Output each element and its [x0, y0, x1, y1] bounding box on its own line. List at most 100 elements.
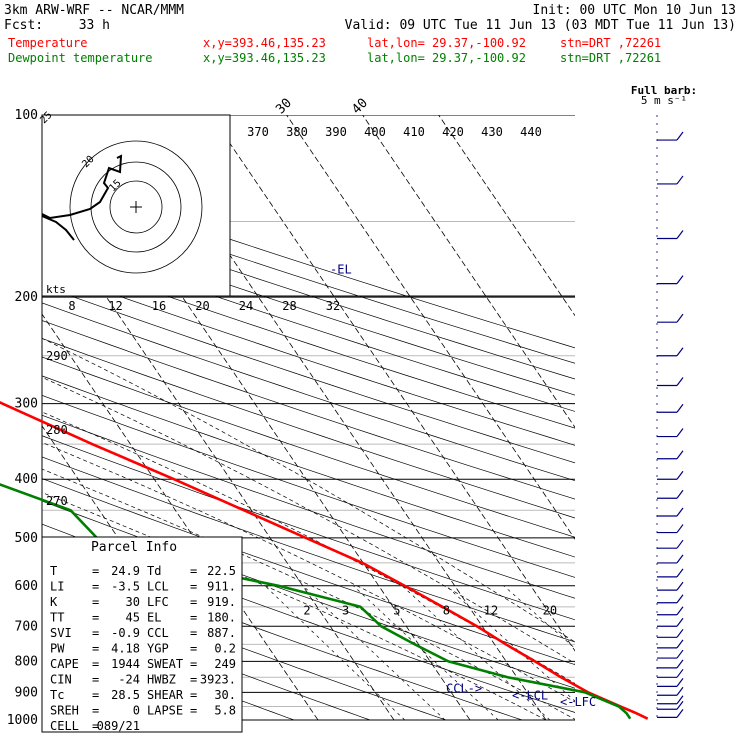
parcel-equals: = — [190, 626, 197, 640]
moist-adiabat-line — [42, 468, 575, 720]
moist-adiabat-line — [42, 492, 547, 720]
init-time: Init: 00 UTC Mon 10 Jun 13 — [533, 3, 737, 18]
wind-barb-flag — [676, 450, 684, 460]
wind-barb-flag — [676, 617, 684, 627]
dry-adiabat-line — [42, 205, 575, 380]
hodograph-trace — [41, 154, 123, 220]
pressure-tick-label: 400 — [15, 472, 38, 487]
parcel-equals: = — [190, 657, 197, 671]
dry-adiabat-line — [42, 236, 575, 412]
parcel-value: 4.18 — [111, 642, 140, 656]
parcel-value: 919. — [207, 595, 236, 609]
wind-barb-flag — [676, 678, 684, 687]
parcel-equals: = — [92, 704, 99, 718]
dry-adiabat-line — [42, 320, 575, 500]
wind-barb-flag — [676, 628, 684, 638]
dewpoint-legend-label: Dewpoint temperature — [8, 51, 153, 65]
parcel-equals: = — [92, 580, 99, 594]
theta-tick-label: 390 — [325, 125, 347, 139]
parcel-equals: = — [92, 626, 99, 640]
theta-tick-label: 430 — [481, 125, 503, 139]
parcel-label: Td — [147, 564, 161, 578]
wind-barb-flag — [676, 377, 684, 386]
wind-barb-flag — [676, 131, 684, 141]
pressure-tick-label: 100 — [15, 108, 38, 123]
mixing-ratio-line — [503, 585, 575, 649]
wind-barb-flag — [676, 230, 684, 239]
el-marker: -EL — [330, 262, 352, 276]
temperature-latlon: lat,lon= 29.37,-100.92 — [367, 36, 526, 50]
parcel-label: SWEAT — [147, 657, 183, 671]
isotherm-line — [286, 115, 575, 540]
dry-adiabat-line — [42, 478, 575, 666]
parcel-label: SHEAR — [147, 688, 184, 702]
dry-adiabat-line — [42, 435, 575, 621]
pressure-tick-label: 300 — [15, 397, 38, 412]
wind-barb-flag — [676, 347, 684, 357]
parcel-equals: = — [92, 595, 99, 609]
theta-tick-label: 370 — [247, 125, 269, 139]
dry-adiabat-line — [42, 252, 575, 429]
parcel-label: SREH — [50, 704, 79, 718]
pressure-tick-label: 1000 — [7, 713, 38, 728]
theta-tick-label: 410 — [403, 125, 425, 139]
dry-adiabat-line — [42, 414, 575, 599]
wind-barb-flag — [676, 403, 684, 413]
forecast-hour: 33 h — [79, 18, 110, 33]
parcel-label: LI — [50, 580, 64, 594]
parcel-value: 089/21 — [97, 719, 140, 733]
parcel-label: LCL — [147, 580, 169, 594]
lcl-marker: <-LCL — [512, 689, 548, 703]
parcel-label: TT — [50, 611, 64, 625]
parcel-equals: = — [190, 642, 197, 656]
parcel-value: 911. — [207, 580, 236, 594]
theta-left-label: 280 — [46, 423, 68, 437]
parcel-value: 30 — [126, 595, 140, 609]
dewpoint-station: stn=DRT ,72261 — [560, 51, 661, 65]
parcel-value: -24 — [118, 673, 140, 687]
mixing-ratio-label: 12 — [484, 603, 498, 617]
wind-barb-flag — [676, 695, 684, 705]
parcel-equals: = — [190, 595, 197, 609]
parcel-label: YGP — [147, 642, 169, 656]
isotherm-line — [42, 201, 395, 720]
wind-barb-flag — [676, 539, 684, 549]
isotherm-line — [362, 115, 575, 429]
pressure-tick-label: 600 — [15, 579, 38, 594]
lfc-marker: <-LFC — [560, 695, 596, 709]
parcel-value: 3923. — [200, 673, 236, 687]
speed-scale-label: 32 — [326, 299, 340, 313]
parcel-label: CELL — [50, 719, 79, 733]
pressure-tick-label: 500 — [15, 531, 38, 546]
parcel-label: CCL — [147, 626, 169, 640]
parcel-equals: = — [190, 688, 197, 702]
parcel-label: CIN — [50, 673, 72, 687]
temperature-xy: x,y=393.46,135.23 — [203, 36, 326, 50]
dry-adiabat-line — [42, 302, 575, 482]
speed-scale-label: 28 — [282, 299, 296, 313]
dry-adiabat-line — [42, 268, 575, 446]
parcel-label: SVI — [50, 626, 72, 640]
parcel-value: 22.5 — [207, 564, 236, 578]
parcel-value: 180. — [207, 611, 236, 625]
mixing-ratio-line — [264, 585, 406, 720]
dewpoint-latlon: lat,lon= 29.37,-100.92 — [367, 51, 526, 65]
speed-scale-label: 8 — [68, 299, 75, 313]
dry-adiabat-line — [42, 338, 575, 519]
parcel-label: T — [50, 564, 57, 578]
parcel-equals: = — [92, 688, 99, 702]
dry-adiabat-line — [42, 189, 575, 364]
hodograph-ring — [69, 140, 203, 274]
hodograph-ring — [109, 180, 163, 234]
speed-scale-label: 24 — [239, 299, 253, 313]
parcel-info-title: Parcel Info — [91, 540, 177, 555]
temperature-legend-label: Temperature — [8, 36, 87, 50]
parcel-label: EL — [147, 611, 161, 625]
dry-adiabat-line — [42, 220, 575, 396]
barb-legend-title: Full barb: — [631, 84, 697, 97]
pressure-tick-label: 900 — [15, 685, 38, 700]
parcel-value: 30. — [214, 688, 236, 702]
wind-barb-flag — [676, 507, 684, 517]
